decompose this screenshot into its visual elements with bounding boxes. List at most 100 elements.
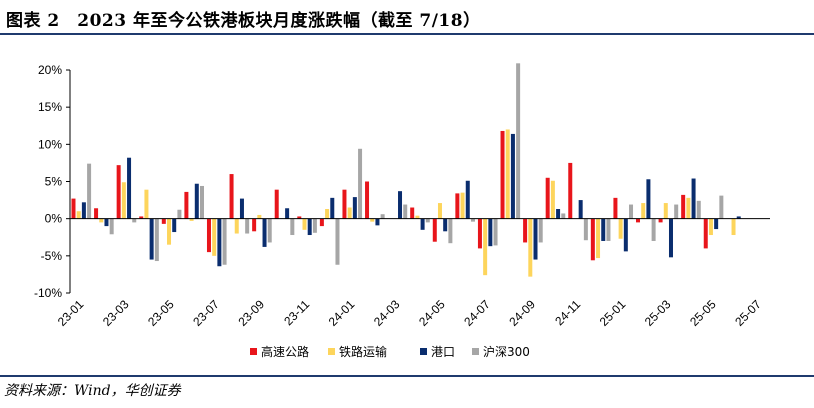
bar bbox=[528, 218, 533, 277]
x-tick-label: 23-05 bbox=[145, 297, 177, 329]
bar bbox=[302, 218, 307, 230]
bar bbox=[252, 218, 257, 232]
x-tick-label: 24-11 bbox=[552, 297, 583, 328]
bar bbox=[370, 218, 375, 222]
bar bbox=[234, 218, 239, 234]
bar bbox=[222, 218, 227, 265]
bar bbox=[708, 218, 713, 236]
bar bbox=[646, 179, 651, 219]
bar bbox=[658, 218, 663, 223]
bar bbox=[99, 218, 104, 223]
legend: 高速公路 铁路运输 港口 沪深300 bbox=[250, 344, 530, 359]
bar bbox=[736, 216, 741, 219]
bar bbox=[319, 218, 324, 227]
bar bbox=[606, 218, 611, 241]
bar bbox=[448, 218, 453, 244]
bar bbox=[132, 218, 137, 223]
bar bbox=[668, 218, 673, 258]
y-tick-label: -5% bbox=[41, 249, 63, 263]
bar bbox=[109, 218, 114, 235]
bar bbox=[71, 198, 76, 219]
x-tick-label: 24-07 bbox=[461, 297, 493, 329]
bar bbox=[545, 177, 550, 219]
bar bbox=[229, 174, 234, 219]
bar bbox=[561, 213, 566, 219]
bar bbox=[488, 218, 493, 247]
bar bbox=[76, 211, 81, 219]
bar bbox=[149, 218, 154, 260]
y-tick-label: 15% bbox=[38, 100, 62, 114]
bar bbox=[285, 208, 290, 219]
x-tick-label: 23-09 bbox=[235, 297, 267, 329]
source-note: 资料来源：Wind，华创证券 bbox=[4, 383, 181, 399]
x-tick-label: 24-05 bbox=[416, 297, 448, 329]
y-tick-label: 20% bbox=[38, 63, 62, 77]
x-tick-label: 23-11 bbox=[281, 297, 312, 328]
bar bbox=[443, 218, 448, 232]
bar bbox=[245, 218, 250, 234]
bar bbox=[189, 218, 194, 221]
bars bbox=[71, 63, 741, 277]
bar bbox=[127, 157, 132, 219]
bar bbox=[420, 218, 425, 230]
bar bbox=[696, 200, 701, 219]
bar bbox=[380, 214, 385, 219]
bar bbox=[629, 204, 634, 219]
y-tick-label: -10% bbox=[34, 286, 62, 300]
top-divider bbox=[0, 33, 814, 35]
x-tick-label: 24-03 bbox=[371, 297, 403, 329]
bar bbox=[267, 218, 272, 243]
bar bbox=[477, 218, 482, 249]
bar bbox=[674, 204, 679, 219]
bar bbox=[290, 218, 295, 236]
bar bbox=[590, 218, 595, 261]
bar bbox=[636, 218, 641, 223]
bar bbox=[352, 197, 357, 219]
bar bbox=[691, 178, 696, 219]
y-tick-label: 10% bbox=[38, 137, 62, 151]
bar bbox=[154, 218, 159, 262]
bar bbox=[578, 200, 583, 219]
bar bbox=[437, 203, 442, 219]
bar bbox=[312, 218, 317, 233]
legend-swatch bbox=[250, 348, 257, 355]
bar bbox=[177, 209, 182, 219]
bar bbox=[714, 218, 719, 230]
bar bbox=[641, 203, 646, 219]
bar bbox=[257, 214, 262, 219]
header: 图表 2 2023 年至今公铁港板块月度涨跌幅（截至 7/18） bbox=[0, 0, 814, 32]
bar bbox=[538, 218, 543, 243]
bar bbox=[121, 182, 126, 219]
bar bbox=[172, 218, 177, 233]
x-tick-label: 25-07 bbox=[732, 297, 764, 329]
bar bbox=[681, 194, 686, 219]
legend-label: 沪深300 bbox=[483, 345, 530, 359]
bar bbox=[583, 218, 588, 241]
bar bbox=[510, 133, 515, 219]
bar bbox=[184, 191, 189, 219]
bar bbox=[425, 218, 430, 223]
bottom-divider bbox=[0, 375, 814, 377]
bar bbox=[206, 218, 211, 253]
bar bbox=[81, 202, 86, 219]
bar bbox=[365, 181, 370, 219]
bar bbox=[568, 162, 573, 219]
bar bbox=[601, 218, 606, 241]
bar bbox=[274, 189, 279, 219]
bar bbox=[144, 189, 149, 219]
bar bbox=[415, 215, 420, 219]
bar bbox=[358, 148, 363, 219]
bar bbox=[731, 218, 736, 236]
bar bbox=[297, 216, 302, 219]
bar bbox=[139, 216, 144, 219]
bar bbox=[556, 209, 561, 219]
bar bbox=[550, 180, 555, 219]
legend-swatch bbox=[420, 348, 427, 355]
legend-label: 铁路运输 bbox=[339, 344, 387, 359]
bar bbox=[94, 208, 99, 219]
x-tick-label: 23-03 bbox=[100, 297, 132, 329]
bar bbox=[262, 218, 267, 247]
bar bbox=[335, 218, 340, 265]
bar bbox=[623, 218, 628, 252]
bar bbox=[342, 189, 347, 219]
